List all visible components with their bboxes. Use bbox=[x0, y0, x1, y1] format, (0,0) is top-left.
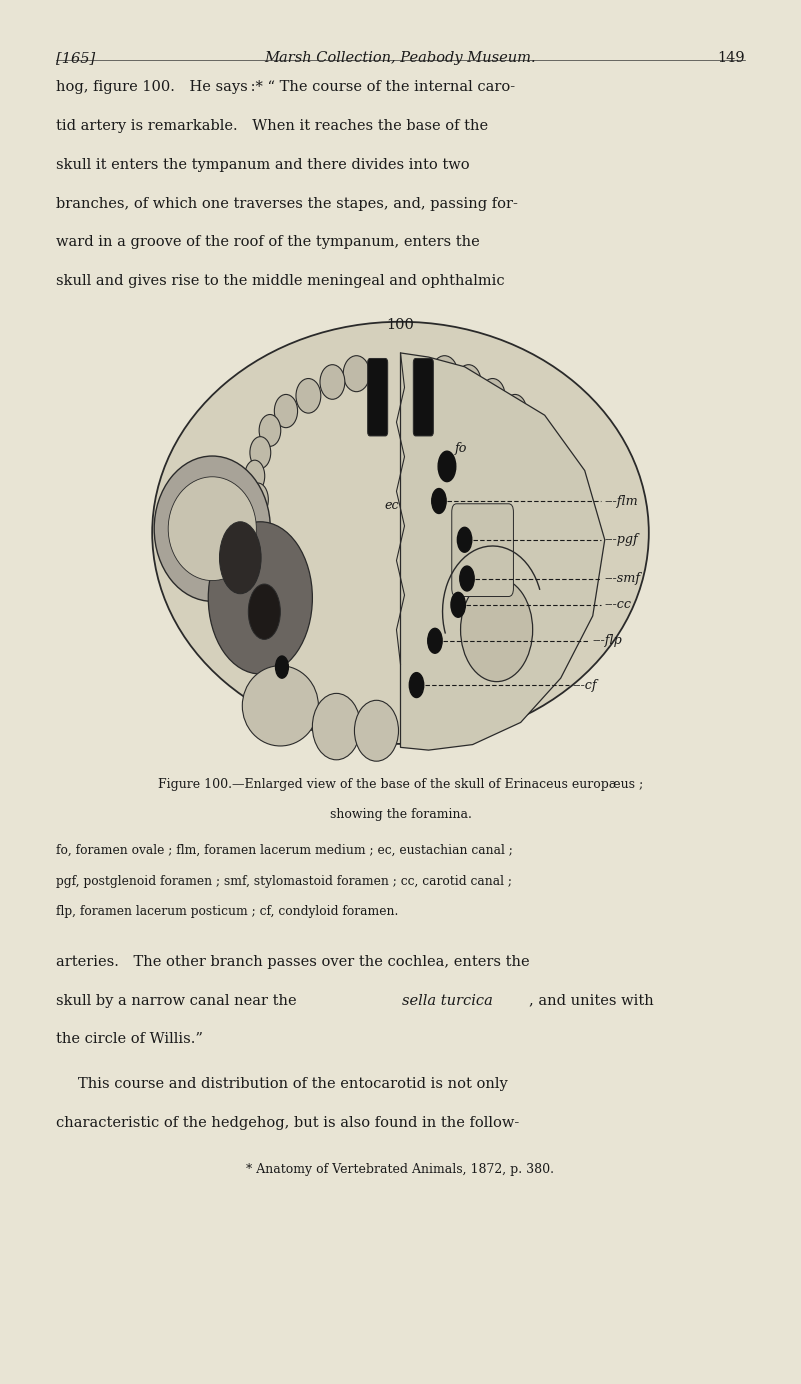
Text: skull it enters the tympanum and there divides into two: skull it enters the tympanum and there d… bbox=[56, 158, 469, 172]
Text: the circle of Willis.”: the circle of Willis.” bbox=[56, 1032, 203, 1046]
Text: arteries. The other branch passes over the cochlea, enters the: arteries. The other branch passes over t… bbox=[56, 955, 529, 969]
Ellipse shape bbox=[461, 577, 533, 681]
Text: characteristic of the hedgehog, but is also found in the follow-: characteristic of the hedgehog, but is a… bbox=[56, 1116, 519, 1129]
Text: ec: ec bbox=[384, 498, 399, 512]
Ellipse shape bbox=[503, 394, 527, 428]
Ellipse shape bbox=[481, 379, 505, 414]
Text: hog, figure 100. He says :* “ The course of the internal caro-: hog, figure 100. He says :* “ The course… bbox=[56, 80, 515, 94]
Ellipse shape bbox=[208, 522, 312, 674]
Text: 149: 149 bbox=[718, 51, 745, 65]
Ellipse shape bbox=[245, 459, 264, 493]
Text: This course and distribution of the entocarotid is not only: This course and distribution of the ento… bbox=[78, 1077, 509, 1091]
Circle shape bbox=[432, 489, 446, 513]
Circle shape bbox=[409, 673, 424, 698]
Text: pgf, postglenoid foramen ; smf, stylomastoid foramen ; cc, carotid canal ;: pgf, postglenoid foramen ; smf, stylomas… bbox=[56, 875, 512, 887]
Ellipse shape bbox=[432, 356, 458, 392]
Text: Figure 100.—Enlarged view of the base of the skull of Erinaceus europæus ;: Figure 100.—Enlarged view of the base of… bbox=[158, 778, 643, 790]
Circle shape bbox=[276, 656, 288, 678]
Text: skull and gives rise to the middle meningeal and ophthalmic: skull and gives rise to the middle menin… bbox=[56, 274, 505, 288]
Text: flp, foramen lacerum posticum ; cf, condyloid foramen.: flp, foramen lacerum posticum ; cf, cond… bbox=[56, 905, 398, 918]
Text: fo: fo bbox=[455, 443, 467, 455]
Ellipse shape bbox=[168, 476, 256, 581]
Ellipse shape bbox=[533, 483, 553, 516]
FancyBboxPatch shape bbox=[413, 358, 433, 436]
Text: ---flm: ---flm bbox=[605, 494, 638, 508]
Text: ward in a groove of the roof of the tympanum, enters the: ward in a groove of the roof of the tymp… bbox=[56, 235, 480, 249]
Ellipse shape bbox=[343, 356, 369, 392]
Text: 100: 100 bbox=[387, 318, 414, 332]
Circle shape bbox=[219, 522, 261, 594]
Text: tid artery is remarkable. When it reaches the base of the: tid artery is remarkable. When it reache… bbox=[56, 119, 488, 133]
Ellipse shape bbox=[354, 700, 398, 761]
Text: fo, foramen ovale ; flm, foramen lacerum medium ; ec, eustachian canal ;: fo, foramen ovale ; flm, foramen lacerum… bbox=[56, 844, 513, 857]
Circle shape bbox=[451, 592, 465, 617]
Text: sella turcica: sella turcica bbox=[402, 994, 493, 1008]
Ellipse shape bbox=[312, 693, 360, 760]
FancyBboxPatch shape bbox=[452, 504, 513, 597]
Ellipse shape bbox=[520, 415, 541, 447]
Text: ---cc: ---cc bbox=[605, 598, 632, 612]
Text: , and unites with: , and unites with bbox=[529, 994, 654, 1008]
Text: [165]: [165] bbox=[56, 51, 95, 65]
Circle shape bbox=[438, 451, 456, 482]
Text: Marsh Collection, Peabody Museum.: Marsh Collection, Peabody Museum. bbox=[264, 51, 537, 65]
Ellipse shape bbox=[296, 379, 321, 414]
Polygon shape bbox=[400, 353, 605, 750]
FancyBboxPatch shape bbox=[368, 358, 388, 436]
Ellipse shape bbox=[457, 365, 481, 400]
Circle shape bbox=[460, 566, 474, 591]
Text: ---pgf: ---pgf bbox=[605, 533, 638, 547]
Ellipse shape bbox=[320, 365, 345, 400]
Text: ---flp: ---flp bbox=[593, 634, 622, 648]
Ellipse shape bbox=[152, 321, 649, 745]
Ellipse shape bbox=[242, 666, 319, 746]
Ellipse shape bbox=[260, 415, 280, 447]
Ellipse shape bbox=[155, 457, 271, 601]
Circle shape bbox=[457, 527, 472, 552]
Ellipse shape bbox=[248, 483, 268, 516]
Ellipse shape bbox=[530, 437, 551, 468]
Circle shape bbox=[248, 584, 280, 639]
Circle shape bbox=[428, 628, 442, 653]
Text: * Anatomy of Vertebrated Animals, 1872, p. 380.: * Anatomy of Vertebrated Animals, 1872, … bbox=[247, 1163, 554, 1175]
Text: branches, of which one traverses the stapes, and, passing for-: branches, of which one traverses the sta… bbox=[56, 197, 518, 210]
Text: ---cf: ---cf bbox=[573, 678, 598, 692]
Text: ---smf: ---smf bbox=[605, 572, 641, 585]
Text: showing the foramina.: showing the foramina. bbox=[329, 808, 472, 821]
Ellipse shape bbox=[274, 394, 298, 428]
Ellipse shape bbox=[536, 459, 557, 493]
Text: skull by a narrow canal near the: skull by a narrow canal near the bbox=[56, 994, 301, 1008]
Ellipse shape bbox=[250, 437, 271, 468]
